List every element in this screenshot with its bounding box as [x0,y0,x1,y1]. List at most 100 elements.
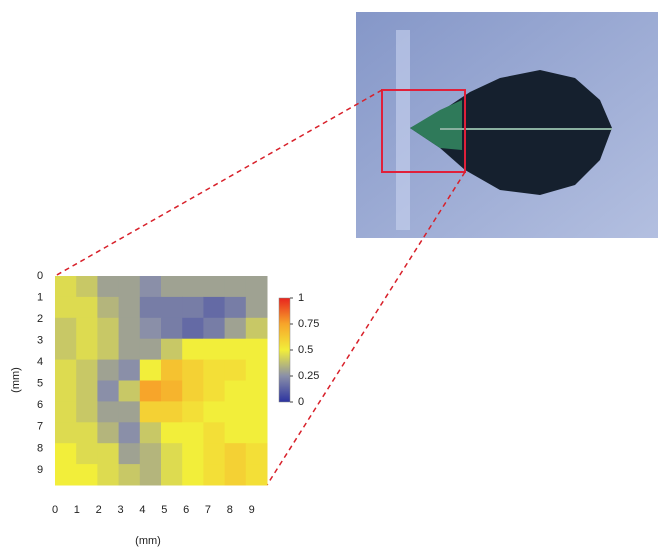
x-axis-label: (mm) [135,535,161,547]
heatmap-cell [55,464,77,486]
heatmap-cell [55,422,77,444]
heatmap-cell [76,338,98,361]
heatmap-cell [245,359,268,381]
colorbar-tick-label: 0.25 [298,370,319,382]
heatmap-cell [55,338,77,361]
heatmap-cell [245,422,268,444]
heatmap-cell [182,338,204,361]
x-tick-label: 4 [139,504,145,516]
heatmap-cell [118,443,141,465]
heatmap-cell [203,338,226,361]
heatmap-cell [118,401,141,423]
x-tick-label: 5 [161,504,167,516]
heatmap-cell [203,422,226,444]
heatmap-cell [139,359,162,381]
heatmap-cell [245,380,268,402]
heatmap-cell [55,317,77,340]
heatmap-cell [224,380,247,402]
colorbar-tick-label: 0.75 [298,318,319,330]
heatmap-cell [245,338,268,361]
heatmap-cell [139,317,162,340]
heatmap-cell [161,317,183,340]
heatmap-cell [118,276,141,298]
zoom-box [381,89,466,173]
heatmap-cell [97,443,120,465]
y-axis-label: (mm) [10,367,22,393]
heatmap-cell [139,380,162,402]
heatmap-cell [55,401,77,423]
heatmap-cell [55,296,77,319]
x-tick-label: 8 [227,504,233,516]
heatmap-cell [76,464,98,486]
heatmap-cell [161,380,183,402]
y-tick-label: 7 [37,421,43,433]
heatmap-cell [118,422,141,444]
y-tick-label: 4 [37,356,43,368]
heatmap-cell [139,401,162,423]
heatmap-cell [55,276,77,298]
zoom-line [54,89,383,277]
heatmap-cell [161,422,183,444]
zoom-line [266,171,466,486]
heatmap-cell [76,422,98,444]
y-tick-label: 6 [37,399,43,411]
heatmap-cell [118,296,141,319]
x-tick-label: 2 [96,504,102,516]
heatmap-cell [97,338,120,361]
heatmap-cell [161,276,183,298]
heatmap-cell [203,443,226,465]
heatmap-cell [97,380,120,402]
heatmap-cell [203,276,226,298]
heatmap-cell [139,296,162,319]
y-tick-label: 9 [37,464,43,476]
heatmap-cell [245,276,268,298]
y-tick-label: 3 [37,335,43,347]
heatmap-cell [224,317,247,340]
heatmap-cell [182,401,204,423]
heatmap-cell [76,443,98,465]
heatmap-cell [203,401,226,423]
heatmap-cell [224,276,247,298]
heatmap-cell [97,276,120,298]
heatmap-cell [118,338,141,361]
heatmap-cell [161,401,183,423]
heatmap-cell [182,359,204,381]
heatmap-cell [97,464,120,486]
heatmap-cell [161,359,183,381]
heatmap-cell [139,422,162,444]
heatmap-cell [118,464,141,486]
heatmap-cell [224,443,247,465]
x-tick-label: 3 [118,504,124,516]
heatmap-cell [245,464,268,486]
heatmap-cell [224,401,247,423]
y-tick-label: 5 [37,378,43,390]
heatmap-cell [203,359,226,381]
heatmap-cell [245,443,268,465]
heatmap-cell [161,443,183,465]
x-tick-label: 7 [205,504,211,516]
colorbar-tick-label: 0.5 [298,344,313,356]
x-tick-label: 6 [183,504,189,516]
y-tick-label: 8 [37,442,43,454]
x-tick-label: 9 [249,504,255,516]
heatmap-cell [182,380,204,402]
heatmap-cell [224,422,247,444]
heatmap-cell [203,464,226,486]
heatmap-cell [97,317,120,340]
heatmap-cell [76,296,98,319]
heatmap-cell [203,380,226,402]
heatmap-cell [97,296,120,319]
heatmap-cell [224,359,247,381]
heatmap-cell [182,276,204,298]
heatmap-cell [118,359,141,381]
heatmap-cell [55,359,77,381]
y-tick-label: 2 [37,313,43,325]
y-tick-label: 0 [37,270,43,282]
heatmap-cell [245,296,268,319]
heatmap-cell [97,422,120,444]
heatmap-cell [76,401,98,423]
heatmap-cell [224,296,247,319]
heatmap-cell [139,276,162,298]
heatmap-cell [224,464,247,486]
